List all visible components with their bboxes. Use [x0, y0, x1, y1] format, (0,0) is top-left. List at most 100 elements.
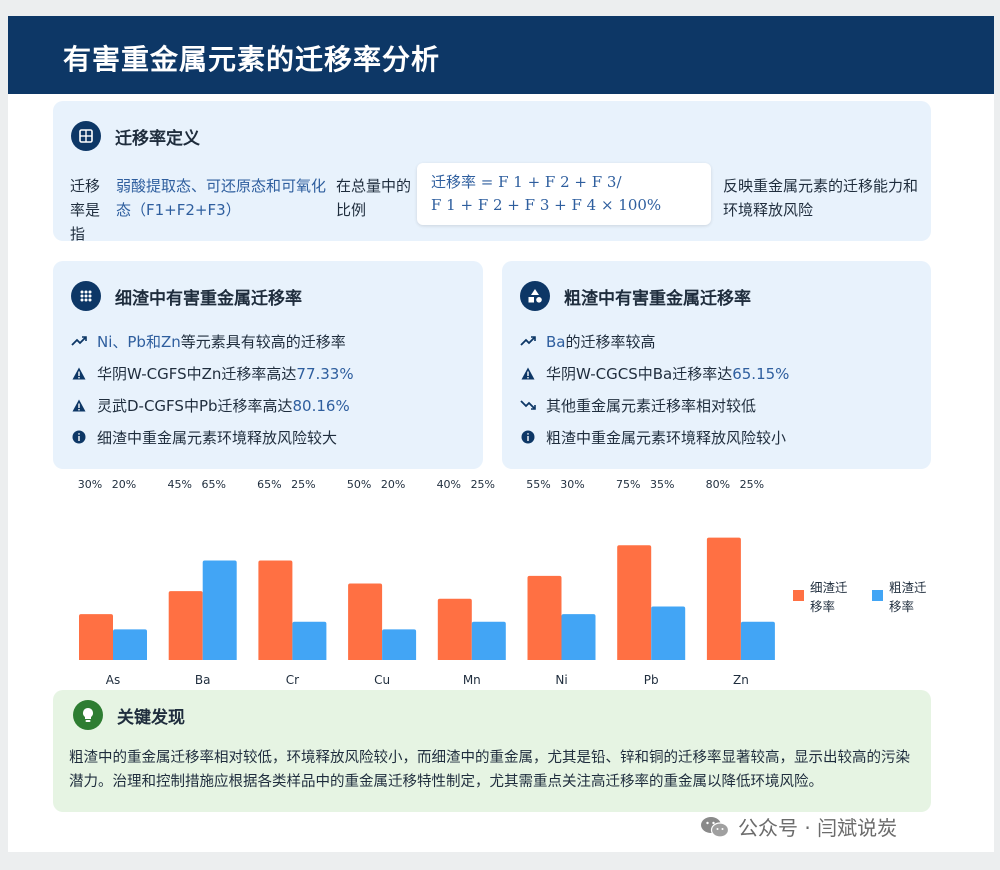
- value-label-Pb-series-1: 35%: [650, 478, 674, 491]
- bar-As-series-1: [113, 629, 147, 660]
- formula-box: 迁移率 = F 1 + F 2 + F 3/ F 1 + F 2 + F 3 +…: [417, 163, 711, 225]
- highlight-text: 77.33%: [296, 364, 354, 383]
- info-icon: [520, 429, 536, 445]
- grid-icon: [71, 121, 101, 151]
- page-title: 有害重金属元素的迁移率分析: [63, 43, 441, 76]
- plain-text: 等元素具有较高的迁移率: [180, 332, 346, 351]
- bar-Pb-series-1: [651, 606, 686, 660]
- fine-slag-title: 细渣中有害重金属迁移率: [115, 288, 302, 309]
- legend-swatch-0: [793, 590, 804, 601]
- coarse-slag-item-0: Ba的迁移率较高: [520, 325, 789, 357]
- definition-label: 迁移率是指: [70, 177, 101, 243]
- formula-line-1: 迁移率 = F 1 + F 2 + F 3/: [431, 173, 622, 191]
- bar-Zn-series-0: [706, 537, 741, 660]
- value-label-As-series-1: 20%: [112, 478, 136, 491]
- x-tick-label-Cr: Cr: [286, 673, 299, 687]
- bar-Ni-series-0: [527, 575, 562, 660]
- fine-slag-item-text: 细渣中重金属元素环境释放风险较大: [97, 427, 337, 448]
- coarse-slag-card-title: 粗渣中有害重金属迁移率: [520, 281, 751, 311]
- fine-slag-card: 细渣中有害重金属迁移率 Ni、Pb和Zn等元素具有较高的迁移率华阴W-CGFS中…: [53, 261, 483, 469]
- lightbulb-icon: [73, 700, 103, 730]
- key-findings-card-title: 关键发现: [73, 700, 185, 730]
- coarse-slag-item-2: 其他重金属元素迁移率相对较低: [520, 389, 789, 421]
- plain-text: 粗渣中重金属元素环境释放风险较小: [546, 428, 787, 447]
- definition-card-title: 迁移率定义: [71, 121, 200, 151]
- value-label-Mn-series-0: 40%: [437, 478, 461, 491]
- warning-icon: [520, 365, 536, 381]
- formula-line-2: F 1 + F 2 + F 3 + F 4 × 100%: [431, 196, 662, 214]
- fine-slag-card-title: 细渣中有害重金属迁移率: [71, 281, 302, 311]
- value-label-Ba-series-0: 45%: [167, 478, 191, 491]
- x-tick-label-Mn: Mn: [463, 673, 481, 687]
- info-icon: [71, 429, 87, 445]
- x-tick-label-As: As: [106, 673, 120, 687]
- value-label-Ni-series-0: 55%: [526, 478, 550, 491]
- coarse-slag-item-3: 粗渣中重金属元素环境释放风险较小: [520, 421, 789, 453]
- header-bar: 有害重金属元素的迁移率分析: [8, 16, 994, 94]
- highlight-text: Ni、Pb和Zn: [97, 332, 181, 351]
- bar-Cr-series-1: [292, 621, 327, 660]
- watermark: 公众号 · 闫斌说炭: [700, 812, 897, 841]
- x-tick-label-Ni: Ni: [555, 673, 567, 687]
- bar-As-series-0: [79, 614, 113, 660]
- value-label-Mn-series-1: 25%: [471, 478, 495, 491]
- highlight-text: Ba: [546, 332, 566, 351]
- bar-Cr-series-0: [258, 560, 293, 660]
- fine-slag-list: Ni、Pb和Zn等元素具有较高的迁移率华阴W-CGFS中Zn迁移率高达77.33…: [71, 325, 354, 453]
- fine-slag-item-text: 灵武D-CGFS中Pb迁移率高达80.16%: [97, 395, 350, 416]
- legend-label-0-line-1: 细渣迁: [810, 580, 848, 595]
- fine-slag-item-3: 细渣中重金属元素环境释放风险较大: [71, 421, 354, 453]
- watermark-text: 公众号 · 闫斌说炭: [738, 816, 898, 840]
- coarse-slag-item-text: 其他重金属元素迁移率相对较低: [546, 395, 756, 416]
- coarse-slag-item-text: Ba的迁移率较高: [546, 331, 656, 352]
- value-label-Ba-series-1: 65%: [201, 478, 225, 491]
- migration-rate-bar-chart: 30% 20% As 45% 65% Ba 65% 25% Cr 50% 20% Cu 40% 25% Mn…: [78, 478, 927, 687]
- key-findings-text: 粗渣中的重金属迁移率相对较低，环境释放风险较小，而细渣中的重金属，尤其是铅、锌和…: [69, 750, 910, 790]
- trend-up-icon: [520, 333, 536, 349]
- warning-icon: [71, 365, 87, 381]
- legend-label-1-line-1: 粗渣迁: [889, 580, 927, 595]
- bar-Cu-series-0: [348, 583, 383, 660]
- definition-meaning: 反映重金属元素的迁移能力和环境释放风险: [723, 177, 919, 219]
- bar-Ba-series-1: [202, 560, 237, 660]
- bar-Mn-series-1: [471, 621, 506, 660]
- bar-Mn-series-0: [437, 598, 472, 660]
- coarse-slag-item-text: 华阴W-CGCS中Ba迁移率达65.15%: [546, 363, 789, 384]
- fine-slag-item-0: Ni、Pb和Zn等元素具有较高的迁移率: [71, 325, 354, 357]
- plain-text: 其他重金属元素迁移率相对较低: [546, 396, 757, 415]
- trend-down-icon: [520, 397, 536, 413]
- fine-slag-item-1: 华阴W-CGFS中Zn迁移率高达77.33%: [71, 357, 354, 389]
- bar-Cu-series-1: [382, 629, 417, 660]
- fine-slag-item-2: 灵武D-CGFS中Pb迁移率高达80.16%: [71, 389, 354, 421]
- value-label-Cu-series-0: 50%: [347, 478, 371, 491]
- value-label-Zn-series-1: 25%: [740, 478, 764, 491]
- coarse-slag-item-1: 华阴W-CGCS中Ba迁移率达65.15%: [520, 357, 789, 389]
- bar-Ni-series-1: [561, 614, 596, 660]
- value-label-Ni-series-1: 30%: [560, 478, 584, 491]
- x-tick-label-Ba: Ba: [195, 673, 211, 687]
- value-label-As-series-0: 30%: [78, 478, 102, 491]
- x-tick-label-Zn: Zn: [733, 673, 749, 687]
- key-findings-card: 关键发现 粗渣中的重金属迁移率相对较低，环境释放风险较小，而细渣中的重金属，尤其…: [53, 690, 931, 812]
- value-label-Cr-series-0: 65%: [257, 478, 281, 491]
- key-findings-title: 关键发现: [117, 707, 185, 728]
- bar-Zn-series-1: [740, 621, 775, 660]
- plain-text: 的迁移率较高: [565, 332, 656, 351]
- coarse-slag-item-text: 粗渣中重金属元素环境释放风险较小: [546, 427, 786, 448]
- value-label-Zn-series-0: 80%: [706, 478, 730, 491]
- fine-slag-item-text: 华阴W-CGFS中Zn迁移率高达77.33%: [97, 363, 354, 384]
- x-tick-label-Cu: Cu: [374, 673, 390, 687]
- value-label-Cr-series-1: 25%: [291, 478, 315, 491]
- coarse-slag-list: Ba的迁移率较高华阴W-CGCS中Ba迁移率达65.15% 其他重金属元素迁移率相…: [520, 325, 789, 453]
- legend-label-0-line-2: 移率: [810, 599, 835, 614]
- plain-text: 华阴W-CGFS中Zn迁移率高达: [97, 364, 297, 383]
- wechat-icon: [700, 815, 730, 839]
- highlight-text: 80.16%: [292, 396, 350, 415]
- definition-highlight: 弱酸提取态、可还原态和可氧化态（F1+F2+F3）: [116, 177, 327, 219]
- bar-Ba-series-0: [168, 591, 203, 660]
- value-label-Cu-series-1: 20%: [381, 478, 405, 491]
- plain-text: 细渣中重金属元素环境释放风险较大: [97, 428, 338, 447]
- x-tick-label-Pb: Pb: [644, 673, 659, 687]
- plain-text: 华阴W-CGCS中Ba迁移率达: [546, 364, 733, 383]
- dots-icon: [71, 281, 101, 311]
